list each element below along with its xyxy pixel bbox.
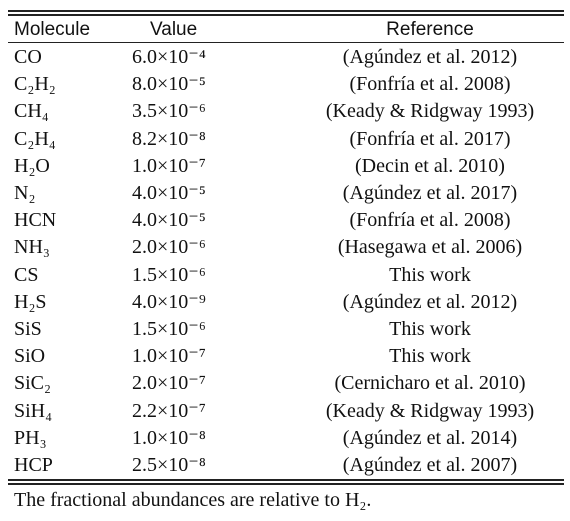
- table-row: CS 1.5×10⁻⁶ This work: [0, 262, 570, 289]
- table-row: NH₃ 2.0×10⁻⁶ (Hasegawa et al. 2006): [0, 234, 570, 261]
- table-row: H₂O 1.0×10⁻⁷ (Decin et al. 2010): [0, 153, 570, 180]
- table-row: C₂H₂ 8.0×10⁻⁵ (Fonfría et al. 2008): [0, 71, 570, 98]
- reference: This work: [389, 345, 471, 368]
- reference: (Agúndez et al. 2012): [342, 290, 518, 313]
- reference: (Cernicharo et al. 2010): [334, 372, 526, 395]
- reference: (Keady & Ridgway 1993): [325, 399, 535, 422]
- molecule: SiO: [14, 345, 46, 368]
- reference: (Agúndez et al. 2017): [342, 182, 518, 204]
- rule: [8, 483, 564, 485]
- rule: [8, 479, 564, 481]
- footnote: The fractional abundances are relative t…: [14, 489, 372, 511]
- table-row: CH₄ 3.5×10⁻⁶ (Keady & Ridgway 1993): [0, 98, 570, 125]
- value: 1.0×10⁻⁷: [132, 345, 206, 368]
- value: 1.0×10⁻⁸: [132, 426, 206, 449]
- molecule: C₂H₂: [14, 73, 56, 96]
- molecule: SiC₂: [14, 372, 51, 395]
- table-row: C₂H₄ 8.2×10⁻⁸ (Fonfría et al. 2017): [0, 126, 570, 153]
- reference: (Agúndez et al. 2012): [342, 46, 518, 68]
- value: 8.0×10⁻⁵: [132, 73, 206, 96]
- table-row: SiH₄ 2.2×10⁻⁷ (Keady & Ridgway 1993): [0, 398, 570, 425]
- value: 6.0×10⁻⁴: [132, 46, 206, 68]
- reference: (Fonfría et al. 2017): [349, 127, 511, 150]
- header-cell: Value: [150, 19, 198, 40]
- table-row: HCP 2.5×10⁻⁸ (Agúndez et al. 2007): [0, 452, 570, 479]
- table-row: HCN 4.0×10⁻⁵ (Fonfría et al. 2008): [0, 207, 570, 234]
- table-row: PH₃ 1.0×10⁻⁸ (Agúndez et al. 2014): [0, 425, 570, 452]
- table-row: SiC₂ 2.0×10⁻⁷ (Cernicharo et al. 2010): [0, 370, 570, 397]
- value: 1.5×10⁻⁶: [132, 318, 206, 340]
- table-row: N₂ 4.0×10⁻⁵ (Agúndez et al. 2017): [0, 180, 570, 207]
- reference: This work: [389, 318, 471, 340]
- header-row: Molecule Value Reference: [0, 16, 570, 43]
- value: 2.2×10⁻⁷: [132, 399, 206, 422]
- value: 4.0×10⁻⁹: [132, 290, 206, 313]
- reference: (Fonfría et al. 2008): [349, 73, 511, 96]
- value: 2.0×10⁻⁷: [132, 372, 206, 395]
- molecule: NH₃: [14, 236, 50, 259]
- molecule: H₂S: [14, 290, 47, 313]
- reference: (Keady & Ridgway 1993): [325, 100, 535, 123]
- rule: [8, 42, 564, 43]
- reference: This work: [389, 263, 471, 286]
- table-row: SiS 1.5×10⁻⁶ This work: [0, 316, 570, 343]
- molecule: SiS: [14, 318, 42, 340]
- molecule: HCP: [14, 454, 53, 476]
- value: 1.5×10⁻⁶: [132, 263, 206, 286]
- reference: (Fonfría et al. 2008): [349, 209, 511, 232]
- reference: (Decin et al. 2010): [355, 154, 505, 177]
- molecule: PH₃: [14, 426, 47, 449]
- value: 3.5×10⁻⁶: [132, 100, 206, 123]
- value: 4.0×10⁻⁵: [132, 182, 206, 204]
- molecule: HCN: [14, 209, 57, 232]
- value: 4.0×10⁻⁵: [132, 209, 206, 232]
- rule: [8, 10, 564, 12]
- reference: (Hasegawa et al. 2006): [337, 236, 523, 259]
- molecule: CO: [14, 46, 42, 68]
- molecule: CS: [14, 263, 39, 286]
- reference: (Agúndez et al. 2014): [342, 426, 518, 449]
- value: 2.5×10⁻⁸: [132, 454, 206, 476]
- molecule: C₂H₄: [14, 127, 56, 150]
- reference: (Agúndez et al. 2007): [342, 454, 518, 476]
- table-row: H₂S 4.0×10⁻⁹ (Agúndez et al. 2012): [0, 289, 570, 316]
- value: 2.0×10⁻⁶: [132, 236, 206, 259]
- rule: [8, 14, 564, 16]
- table-row: SiO 1.0×10⁻⁷ This work: [0, 343, 570, 370]
- molecule: SiH₄: [14, 399, 53, 422]
- header-cell: Reference: [386, 19, 474, 40]
- molecule: CH₄: [14, 100, 49, 123]
- molecule: N₂: [14, 182, 36, 204]
- value: 8.2×10⁻⁸: [132, 127, 206, 150]
- table-row: CO 6.0×10⁻⁴ (Agúndez et al. 2012): [0, 44, 570, 71]
- molecule: H₂O: [14, 154, 50, 177]
- header-cell: Molecule: [14, 19, 91, 40]
- value: 1.0×10⁻⁷: [132, 154, 206, 177]
